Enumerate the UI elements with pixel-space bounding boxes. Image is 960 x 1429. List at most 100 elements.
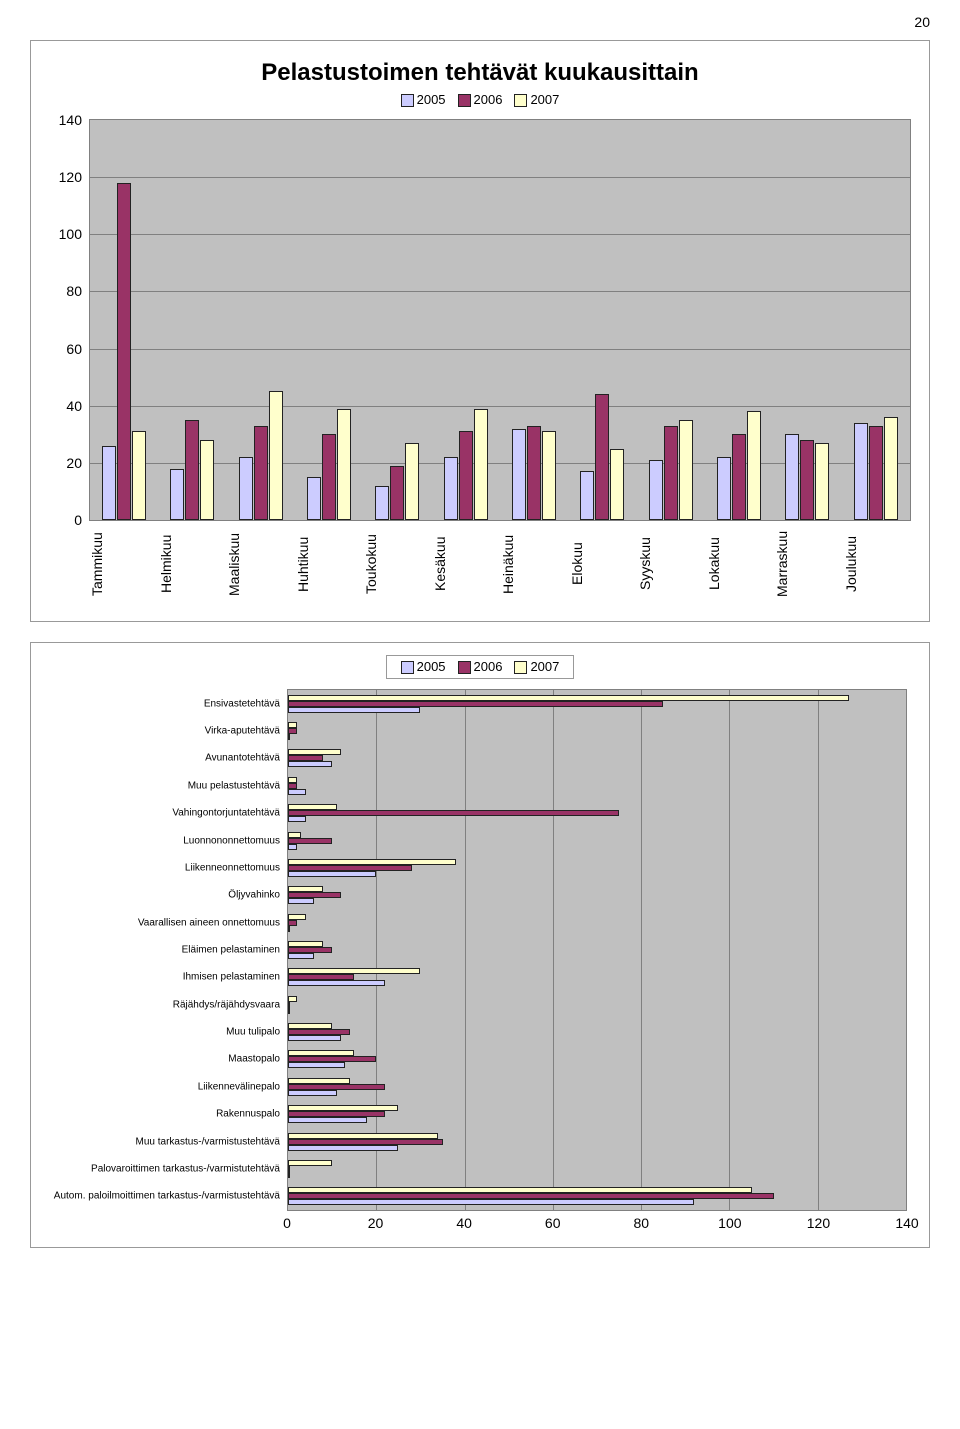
x-tick-label: Syyskuu [637, 521, 706, 611]
y-tick-label: 120 [59, 169, 82, 185]
legend-swatch [458, 94, 471, 107]
bar [288, 926, 290, 932]
category-label: Vahingontorjuntatehtävä [172, 808, 280, 819]
chart1-container: Pelastustoimen tehtävät kuukausittain 20… [30, 40, 930, 622]
bar [390, 466, 404, 520]
bar [288, 1145, 398, 1151]
bar-group [90, 120, 158, 520]
x-tick-label: Heinäkuu [500, 521, 569, 611]
x-tick-label: Lokakuu [706, 521, 775, 611]
bar [527, 426, 541, 520]
bar [288, 953, 314, 959]
chart1-title: Pelastustoimen tehtävät kuukausittain [49, 59, 911, 87]
category-label: Ensivastetehtävä [204, 698, 280, 709]
bar [288, 707, 420, 713]
category-label: Muu tarkastus-/varmistustehtävä [136, 1136, 281, 1147]
bar-group [637, 120, 705, 520]
bar [288, 898, 314, 904]
bar-group [158, 120, 226, 520]
bar [117, 183, 131, 520]
x-tick-label: Kesäkuu [432, 521, 501, 611]
bar [254, 426, 268, 520]
category-label: Muu pelastustehtävä [188, 780, 280, 791]
x-tick-label: Tammikuu [89, 521, 158, 611]
x-tick-label: Toukokuu [363, 521, 432, 611]
bar [288, 789, 306, 795]
x-tick-label: 60 [545, 1215, 561, 1231]
category-label: Autom. paloilmoittimen tarkastus-/varmis… [54, 1191, 280, 1202]
x-tick-label: 20 [368, 1215, 384, 1231]
category-label: Virka-aputehtävä [205, 726, 280, 737]
x-tick-label: Helmikuu [158, 521, 227, 611]
chart1-bars [90, 120, 910, 520]
bar [288, 844, 297, 850]
x-tick-label: Elokuu [569, 521, 638, 611]
bar [785, 434, 799, 520]
bar [288, 1117, 367, 1123]
chart2-container: 2005 2006 2007 Ensivastetehtävä Virka-apute… [30, 642, 930, 1248]
page-number: 20 [10, 14, 930, 30]
chart2-x-labels: 020406080100120140 [287, 1211, 907, 1235]
category-label: Räjähdys/räjähdysvaara [173, 999, 280, 1010]
category-label: Vaarallisen aineen onnettomuus [138, 917, 280, 928]
x-tick-label: 100 [718, 1215, 741, 1231]
legend-item: 2006 [458, 92, 503, 107]
bar [649, 460, 663, 520]
bar [288, 871, 376, 877]
bar [102, 446, 116, 520]
x-tick-label: 140 [895, 1215, 918, 1231]
category-label: Luonnononnettomuus [183, 835, 280, 846]
category-label: Palovaroittimen tarkastus-/varmistutehtä… [91, 1163, 280, 1174]
legend-swatch [514, 94, 527, 107]
bar [474, 409, 488, 520]
bar-group [842, 120, 910, 520]
bar [288, 734, 290, 740]
x-tick-label: Joulukuu [843, 521, 912, 611]
bar [288, 980, 385, 986]
legend-item: 2006 [458, 659, 503, 674]
bar [459, 431, 473, 520]
bar [679, 420, 693, 520]
bar [288, 1160, 332, 1166]
x-tick-label: Marraskuu [774, 521, 843, 611]
legend-item: 2005 [401, 659, 446, 674]
bar [542, 431, 556, 520]
bar-group [363, 120, 431, 520]
category-label: Rakennuspalo [216, 1109, 280, 1120]
chart2-plot: EnsivastetehtäväVirka-aputehtäväAvunanto… [287, 689, 907, 1211]
x-tick-label: Huhtikuu [295, 521, 364, 611]
chart1-y-labels: 020406080100120140 [50, 120, 86, 520]
legend-swatch [401, 94, 414, 107]
bar [288, 1090, 337, 1096]
bar-group [295, 120, 363, 520]
bar [732, 434, 746, 520]
chart2-legend: 2005 2006 2007 [43, 655, 917, 679]
bar [185, 420, 199, 520]
bar [512, 429, 526, 520]
legend-swatch [401, 661, 414, 674]
category-label: Öljyvahinko [228, 890, 280, 901]
bar [288, 1172, 290, 1178]
chart1-plot: 020406080100120140 [89, 119, 911, 521]
bar [854, 423, 868, 520]
bar [337, 409, 351, 520]
bar [884, 417, 898, 520]
bar [288, 761, 332, 767]
bar [288, 816, 306, 822]
category-label: Liikenneonnettomuus [185, 862, 280, 873]
y-tick-label: 40 [66, 398, 82, 414]
chart2-y-labels: Ensivastetehtävä Virka-aputehtävä Avunanto… [44, 690, 284, 1210]
bar-group [500, 120, 568, 520]
bar [288, 810, 619, 816]
category-label: Eläimen pelastaminen [182, 945, 280, 956]
category-label: Avunantotehtävä [205, 753, 280, 764]
legend-swatch [458, 661, 471, 674]
bar [307, 477, 321, 520]
bar-group [773, 120, 841, 520]
bar [288, 1199, 694, 1205]
bar-group [432, 120, 500, 520]
bar [444, 457, 458, 520]
legend-item: 2005 [401, 92, 446, 107]
legend-item: 2007 [514, 659, 559, 674]
x-tick-label: 40 [456, 1215, 472, 1231]
